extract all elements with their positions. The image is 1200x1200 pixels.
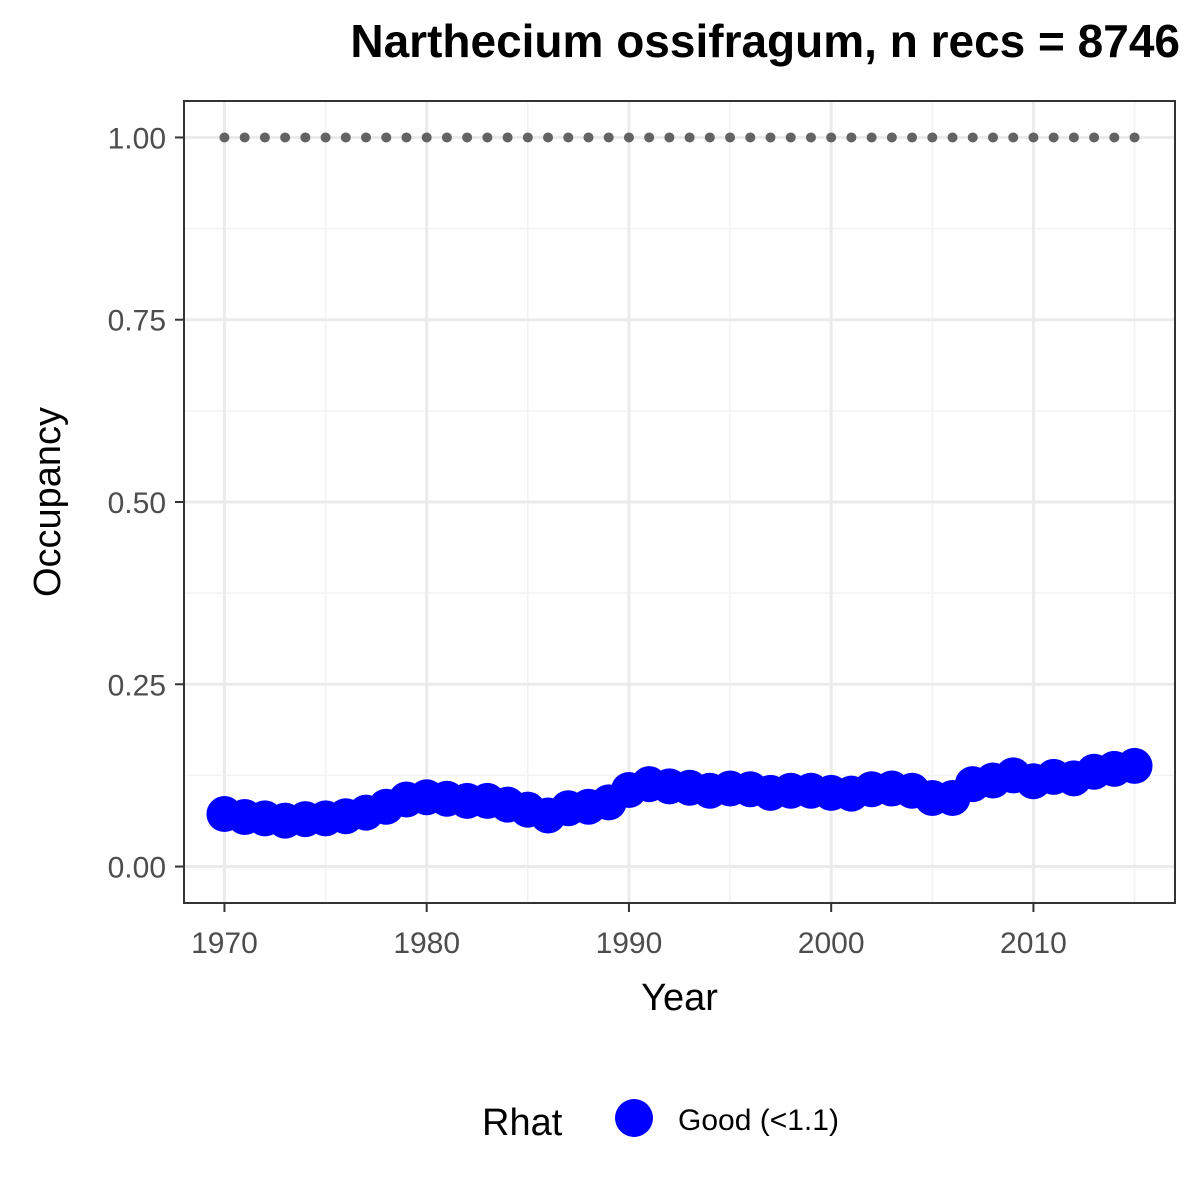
x-tick-label: 2010 [1000,927,1067,960]
legend: Rhat Good (<1.1) [482,1099,839,1144]
upper-bound-dot [725,132,736,143]
upper-bound-dot [765,132,776,143]
upper-bound-dot [340,132,351,143]
y-tick-label: 0.00 [108,852,166,885]
chart-title: Narthecium ossifragum, n recs = 8746 [350,15,1180,67]
upper-bound-dot [866,132,877,143]
x-axis-title: Year [641,977,718,1019]
upper-bound-dot [583,132,594,143]
upper-bound-dot [927,132,938,143]
upper-bound-dot [907,132,918,143]
upper-bound-dot [239,132,250,143]
x-tick-label: 1970 [191,927,258,960]
upper-bound-dot [826,132,837,143]
upper-bound-dot [805,132,816,143]
upper-bound-dot [603,132,614,143]
y-tick-label: 0.25 [108,669,166,702]
x-tick-label: 1980 [393,927,460,960]
upper-bound-dot [987,132,998,143]
x-axis: 1970 1980 1990 2000 2010 [191,903,1067,960]
upper-bound-dot [522,132,533,143]
upper-bound-dot [947,132,958,143]
upper-bound-dot [401,132,412,143]
upper-bound-dot [745,132,756,143]
legend-label-good: Good (<1.1) [678,1104,839,1137]
upper-bound-dot [886,132,897,143]
upper-bound-dot [482,132,493,143]
series-upper-dots [219,132,1140,143]
upper-bound-dot [259,132,270,143]
y-axis-title: Occupancy [27,407,69,597]
upper-bound-dot [684,132,695,143]
upper-bound-dot [361,132,372,143]
upper-bound-dot [1068,132,1079,143]
upper-bound-dot [785,132,796,143]
upper-bound-dot [421,132,432,143]
upper-bound-dot [704,132,715,143]
upper-bound-dot [563,132,574,143]
upper-bound-dot [664,132,675,143]
upper-bound-dot [219,132,230,143]
legend-title: Rhat [482,1102,563,1144]
upper-bound-dot [502,132,513,143]
y-tick-label: 1.00 [108,122,166,155]
upper-bound-dot [543,132,554,143]
x-tick-label: 1990 [596,927,663,960]
upper-bound-dot [441,132,452,143]
upper-bound-dot [1028,132,1039,143]
upper-bound-dot [1089,132,1100,143]
upper-bound-dot [1048,132,1059,143]
upper-bound-dot [1129,132,1140,143]
y-tick-label: 0.75 [108,305,166,338]
upper-bound-dot [1109,132,1120,143]
upper-bound-dot [381,132,392,143]
upper-bound-dot [280,132,291,143]
y-axis: 0.00 0.25 0.50 0.75 1.00 [108,122,184,885]
upper-bound-dot [1008,132,1019,143]
upper-bound-dot [846,132,857,143]
upper-bound-dot [462,132,473,143]
legend-key-good [615,1099,653,1137]
upper-bound-dot [623,132,634,143]
x-tick-label: 2000 [798,927,865,960]
upper-bound-dot [320,132,331,143]
data-point [1116,747,1153,784]
y-tick-label: 0.50 [108,487,166,520]
upper-bound-dot [300,132,311,143]
upper-bound-dot [967,132,978,143]
series-occupancy [206,747,1153,839]
upper-bound-dot [644,132,655,143]
